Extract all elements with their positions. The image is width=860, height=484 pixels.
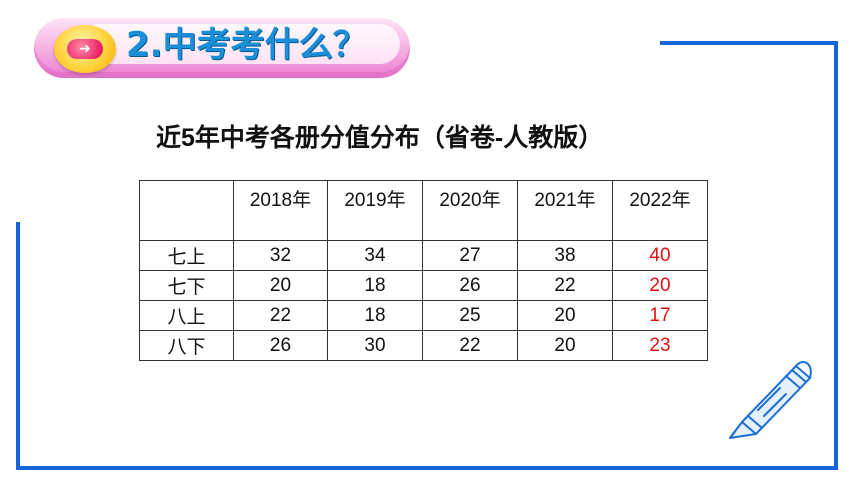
row-label: 七上	[139, 240, 234, 271]
table-cell: 32	[233, 240, 328, 271]
highlight-cell: 23	[612, 330, 708, 361]
row-label: 八下	[139, 330, 234, 361]
table-title: 近5年中考各册分值分布（省卷-人教版）	[156, 124, 604, 152]
header-cell-2019: 2019年	[327, 180, 423, 241]
table-cell: 22	[233, 300, 328, 331]
header-cell-2018: 2018年	[233, 180, 328, 241]
table-cell: 26	[422, 270, 518, 301]
highlight-cell: 40	[612, 240, 708, 271]
table-row: 八下 26 30 22 20 23	[139, 330, 708, 361]
header-cell-2022: 2022年	[612, 180, 708, 241]
table-cell: 26	[233, 330, 328, 361]
heading-banner-inner	[80, 24, 400, 64]
header-cell-2021: 2021年	[517, 180, 613, 241]
table-cell: 30	[327, 330, 423, 361]
table-cell: 20	[517, 330, 613, 361]
arrow-badge-icon: ➜	[54, 25, 116, 73]
heading-text: 中考考什么？	[162, 25, 367, 65]
table-cell: 22	[422, 330, 518, 361]
section-heading: 2.中考考什么？	[126, 20, 367, 70]
table-cell: 18	[327, 300, 423, 331]
table-row: 七下 20 18 26 22 20	[139, 270, 708, 301]
header-cell-empty	[139, 180, 234, 241]
table-cell: 20	[517, 300, 613, 331]
row-label: 七下	[139, 270, 234, 301]
table-header-row: 2018年 2019年 2020年 2021年 2022年	[139, 180, 708, 241]
frame-bottom-line	[16, 466, 838, 470]
highlight-cell: 20	[612, 270, 708, 301]
table-cell: 34	[327, 240, 423, 271]
frame-right-line	[834, 41, 838, 470]
table-cell: 18	[327, 270, 423, 301]
table-cell: 20	[233, 270, 328, 301]
table-row: 七上 32 34 27 38 40	[139, 240, 708, 271]
frame-left-line	[16, 222, 20, 470]
header-cell-2020: 2020年	[422, 180, 518, 241]
table-cell: 38	[517, 240, 613, 271]
pen-icon	[729, 361, 812, 439]
arrow-icon: ➜	[67, 39, 103, 59]
table-cell: 25	[422, 300, 518, 331]
frame-top-line	[660, 41, 838, 45]
highlight-cell: 17	[612, 300, 708, 331]
table-cell: 27	[422, 240, 518, 271]
table-row: 八上 22 18 25 20 17	[139, 300, 708, 331]
score-distribution-table: 2018年 2019年 2020年 2021年 2022年 七上 32 34 2…	[139, 180, 708, 361]
table-cell: 22	[517, 270, 613, 301]
row-label: 八上	[139, 300, 234, 331]
heading-number: 2.	[126, 25, 163, 65]
